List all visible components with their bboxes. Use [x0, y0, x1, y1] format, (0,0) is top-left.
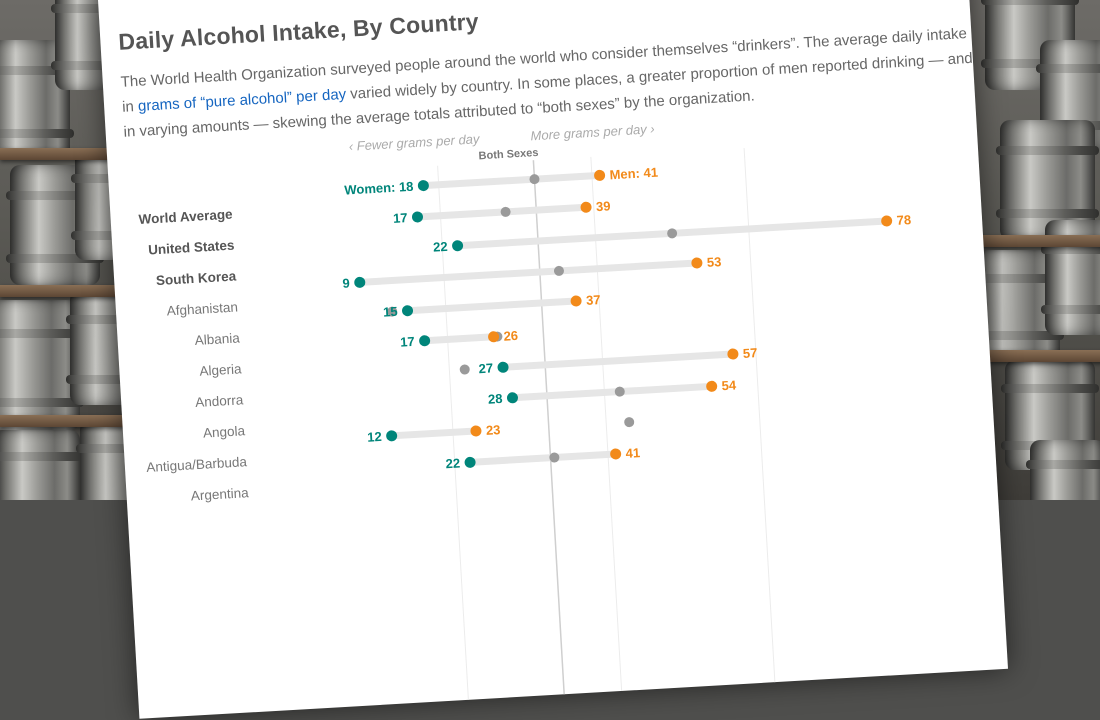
range-bar [466, 450, 620, 466]
men-dot [706, 380, 718, 392]
women-value-label: 9 [342, 275, 350, 290]
both-sexes-dot [459, 364, 470, 375]
range-bar [388, 427, 480, 440]
both-sexes-dot [500, 206, 511, 217]
men-value-label: 26 [503, 328, 518, 344]
range-bar [419, 171, 604, 190]
women-dot [464, 456, 476, 468]
women-value-label: 17 [400, 334, 415, 350]
women-value-label: Women: 18 [344, 179, 414, 198]
men-dot [594, 169, 606, 181]
women-dot [402, 305, 414, 317]
men-value-label: 23 [486, 422, 501, 438]
women-value-label: 12 [367, 429, 382, 445]
both-sexes-dot [624, 417, 635, 428]
men-dot [580, 201, 592, 213]
men-dot [610, 448, 622, 460]
range-bar [421, 333, 498, 345]
men-value-label: 37 [586, 292, 601, 308]
both-sexes-dot [387, 306, 398, 317]
women-value-label: 28 [488, 391, 503, 407]
women-dot [386, 430, 398, 442]
range-bar [508, 382, 716, 402]
range-bar [356, 259, 701, 286]
women-dot [452, 240, 464, 252]
pallet-2 [0, 415, 140, 427]
men-dot [488, 331, 500, 343]
both-sexes-dot [667, 228, 678, 239]
both-sexes-dot [553, 265, 564, 276]
women-value-label: 22 [445, 455, 460, 471]
men-dot [691, 257, 703, 269]
women-value-label: 27 [478, 360, 493, 376]
men-value-label: 53 [706, 254, 721, 270]
range-bar [404, 297, 580, 315]
dumbbell-chart: Women: 18 Men: 41 17 39 22 78 9 53 15 37 17 26 27 57 2… [342, 148, 912, 700]
range-bar [499, 350, 737, 371]
men-value-label: 57 [742, 345, 757, 361]
both-sexes-dot [549, 452, 560, 463]
women-dot [497, 361, 509, 373]
men-value-label: 78 [896, 212, 911, 228]
men-value-label: 41 [625, 445, 640, 461]
women-value-label: 17 [393, 210, 408, 226]
women-dot [419, 335, 431, 347]
pallet-3 [975, 235, 1100, 247]
pallet-4 [975, 350, 1100, 362]
women-dot [506, 392, 518, 404]
men-dot [470, 425, 482, 437]
men-dot [881, 215, 893, 227]
women-value-label: 15 [383, 304, 398, 320]
both-sexes-dot [614, 386, 625, 397]
men-value-label: Men: 41 [609, 165, 658, 183]
pallet-0 [0, 148, 140, 160]
men-value-label: 54 [721, 377, 737, 393]
women-dot [417, 180, 429, 192]
women-dot [411, 211, 423, 223]
men-dot [570, 295, 582, 307]
women-dot [354, 276, 366, 288]
both-sexes-dot [529, 174, 540, 185]
article-panel: Daily Alcohol Intake, By Country The Wor… [98, 0, 1009, 719]
keg-14 [1026, 440, 1100, 500]
women-value-label: 22 [433, 239, 448, 255]
men-dot [727, 348, 739, 360]
men-value-label: 39 [596, 198, 611, 214]
keg-6 [0, 430, 84, 500]
pallet-1 [0, 285, 140, 297]
